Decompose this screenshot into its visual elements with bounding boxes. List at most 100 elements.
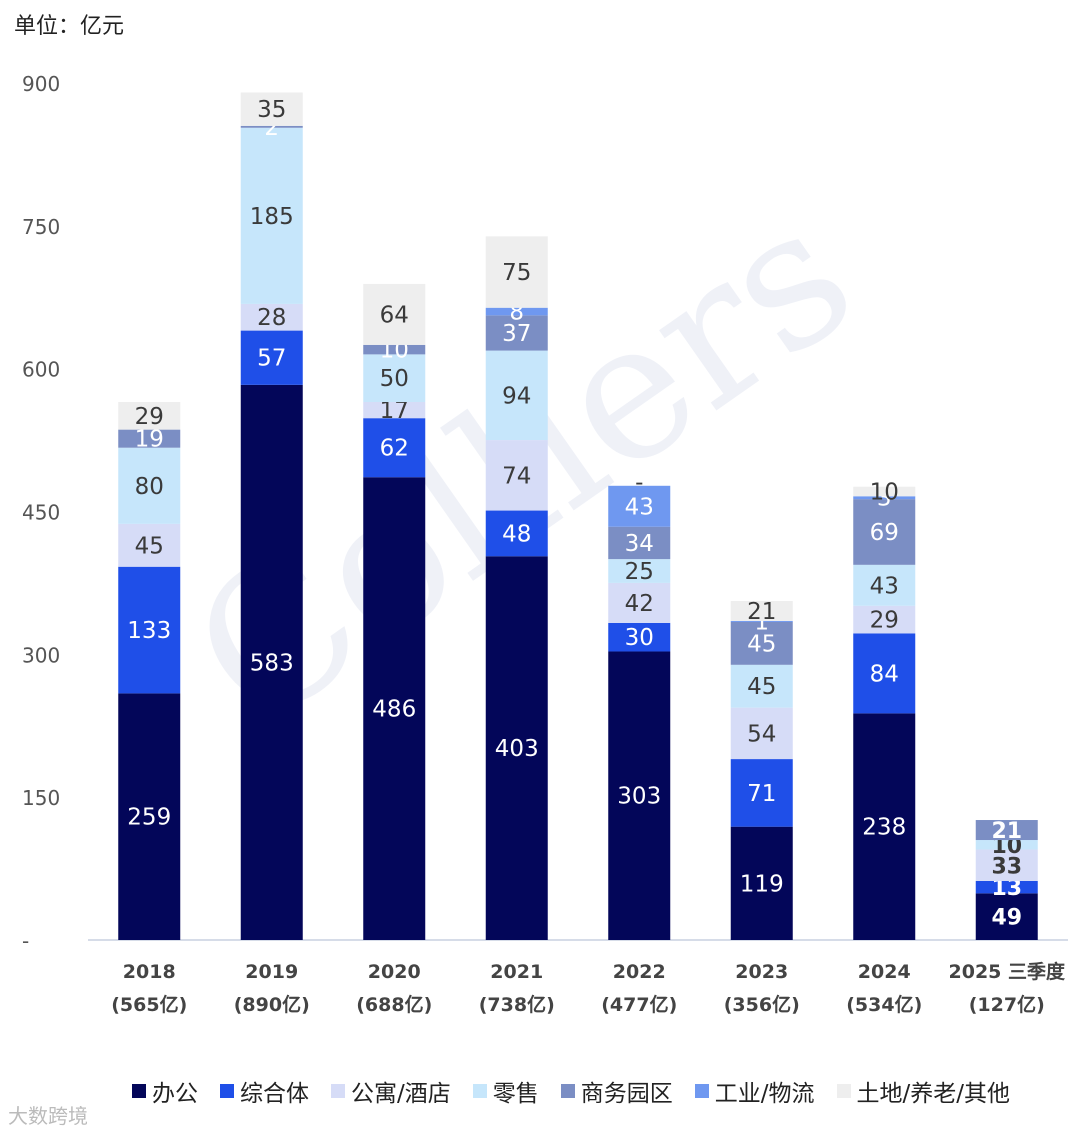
data-label: 259 xyxy=(127,805,171,831)
x-tick-year: 2019 xyxy=(245,961,298,983)
data-label: 69 xyxy=(870,520,899,546)
data-label: 303 xyxy=(617,784,661,810)
data-label: 35 xyxy=(257,97,286,123)
legend-swatch xyxy=(694,1084,709,1098)
data-label: 45 xyxy=(747,631,776,657)
data-label: 80 xyxy=(135,474,164,500)
legend-label: 公寓/酒店 xyxy=(351,1081,451,1107)
data-label: 50 xyxy=(380,366,409,392)
data-label: 75 xyxy=(502,260,531,286)
data-label: 45 xyxy=(747,674,776,700)
y-tick-label: 750 xyxy=(22,215,60,239)
data-label: 62 xyxy=(380,436,409,462)
data-label: 29 xyxy=(870,608,899,634)
data-label: 57 xyxy=(257,346,286,372)
data-label: 25 xyxy=(625,559,654,585)
data-label: 42 xyxy=(625,591,654,617)
bar-segment xyxy=(608,651,671,940)
x-tick-year: 2018 xyxy=(123,961,176,983)
data-label: 133 xyxy=(127,618,171,644)
bar-segment xyxy=(240,330,303,385)
stacked-bar-chart: Colliers -150300450600750900259133458019… xyxy=(22,72,1068,1016)
y-tick-label: - xyxy=(22,929,29,953)
x-tick-year: 2021 xyxy=(490,961,543,983)
y-tick-label: 150 xyxy=(22,786,60,810)
x-tick-total: (688亿) xyxy=(356,993,432,1016)
bar-segment xyxy=(608,582,671,623)
x-tick-year: 2020 xyxy=(368,961,421,983)
data-label: 34 xyxy=(625,531,654,557)
x-tick-total: (565亿) xyxy=(111,993,187,1016)
bar-segment xyxy=(485,315,548,351)
bar-segment xyxy=(730,826,793,940)
bar-segment xyxy=(240,303,303,331)
data-label: 486 xyxy=(372,697,416,723)
bar-segment xyxy=(485,440,548,511)
x-tick-year: 2024 xyxy=(858,961,911,983)
bar-segment xyxy=(118,447,181,524)
source-mark: 大数跨境 xyxy=(8,1104,88,1128)
legend-swatch xyxy=(472,1084,487,1098)
data-label: 94 xyxy=(502,383,531,409)
data-label: 37 xyxy=(502,321,531,347)
legend-label: 商务园区 xyxy=(580,1081,673,1107)
x-tick-year: 2022 xyxy=(613,961,666,983)
bar-segment xyxy=(853,633,916,714)
data-label: 54 xyxy=(747,721,776,747)
bar-segment xyxy=(608,526,671,560)
data-label: 49 xyxy=(991,906,1022,931)
bar-segment xyxy=(608,622,671,652)
bar-segment xyxy=(853,713,916,940)
bar-segment xyxy=(853,564,916,606)
legend-label: 办公 xyxy=(152,1081,198,1107)
bar-segment xyxy=(853,496,916,500)
data-label: 10 xyxy=(870,480,899,506)
bar-segment xyxy=(363,418,426,478)
data-label: 48 xyxy=(502,521,531,547)
x-tick-total: (738亿) xyxy=(479,993,555,1016)
data-label: 43 xyxy=(870,573,899,599)
legend-swatch xyxy=(132,1084,146,1098)
y-tick-label: 300 xyxy=(22,643,60,667)
bar-segment xyxy=(730,664,793,708)
bar-segment xyxy=(363,283,426,345)
x-tick-total: (356亿) xyxy=(724,993,800,1016)
bar-segment xyxy=(730,707,793,760)
legend-item: 零售 xyxy=(472,1074,539,1108)
bar-segment xyxy=(608,485,671,527)
bar-segment xyxy=(118,401,181,430)
data-label: - xyxy=(635,470,643,496)
legend-item: 综合体 xyxy=(220,1074,309,1108)
legend-item: 工业/物流 xyxy=(694,1074,815,1108)
bar-segment xyxy=(730,621,793,665)
x-tick-total: (477亿) xyxy=(601,993,677,1016)
data-label: 74 xyxy=(502,463,531,489)
data-label: 238 xyxy=(862,815,906,841)
bar-segment xyxy=(240,384,303,940)
bar-segment xyxy=(118,523,181,567)
bar-segment xyxy=(363,477,426,940)
bar-segment xyxy=(118,693,181,940)
bar-segment xyxy=(608,559,671,583)
bar-segment xyxy=(485,236,548,308)
data-label: 30 xyxy=(625,625,654,651)
legend-item: 公寓/酒店 xyxy=(331,1074,451,1108)
bar-segment xyxy=(730,601,793,622)
bar-segment xyxy=(975,880,1038,894)
bar-segment xyxy=(363,401,426,419)
legend-item: 商务园区 xyxy=(560,1074,673,1108)
bar-segment xyxy=(240,92,303,126)
bar-segment xyxy=(485,556,548,940)
x-tick-year: 2025 三季度 xyxy=(949,960,1066,983)
bar-segment xyxy=(118,566,181,694)
bar-segment xyxy=(975,840,1038,850)
y-tick-label: 900 xyxy=(22,72,60,96)
data-label: 28 xyxy=(257,305,286,331)
bar-segment xyxy=(485,510,548,557)
x-tick-total: (534亿) xyxy=(846,993,922,1016)
x-tick-total: (127亿) xyxy=(969,993,1045,1016)
legend-swatch xyxy=(560,1084,575,1098)
bar-segment xyxy=(485,307,548,316)
legend-label: 零售 xyxy=(492,1081,539,1107)
legend-label: 土地/养老/其他 xyxy=(856,1081,1011,1107)
